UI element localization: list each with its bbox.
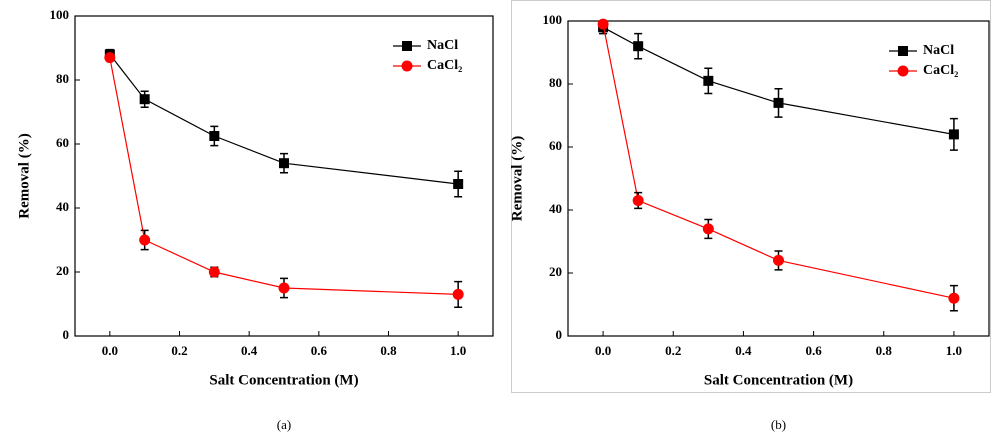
legend-marker	[401, 60, 413, 72]
y-tick-label: 100	[50, 7, 70, 22]
y-tick-label: 60	[56, 135, 69, 150]
y-tick-label: 60	[549, 138, 562, 153]
point	[632, 195, 644, 207]
x-tick-label: 0.6	[311, 343, 328, 358]
point	[948, 129, 959, 140]
y-tick-label: 40	[56, 199, 69, 214]
y-tick-label: 0	[63, 327, 70, 342]
legend-marker	[897, 65, 909, 77]
point	[139, 234, 151, 246]
y-tick-label: 0	[556, 327, 563, 342]
y-tick-label: 40	[549, 201, 562, 216]
plot-frame	[567, 20, 990, 337]
point	[773, 254, 784, 266]
x-tick-label: 0.0	[595, 343, 611, 358]
point	[209, 131, 220, 141]
x-tick-label: 1.0	[450, 343, 466, 358]
series-line	[602, 26, 955, 135]
legend-marker	[898, 46, 908, 56]
x-axis-label: Salt Concentration (M)	[209, 372, 358, 388]
y-axis-label: Removal (%)	[16, 133, 32, 218]
point	[773, 97, 784, 108]
y-tick-label: 20	[56, 263, 69, 278]
x-tick-label: 0.2	[665, 343, 681, 358]
y-axis-label: Removal (%)	[509, 136, 525, 221]
point	[279, 158, 289, 169]
point	[703, 75, 714, 86]
legend-marker	[402, 41, 412, 51]
x-tick-label: 0.2	[171, 343, 187, 358]
plot-frame	[74, 15, 494, 337]
y-tick-label: 100	[543, 12, 563, 27]
legend-label: CaCl₂	[923, 63, 958, 78]
legend-label: NaCl	[427, 38, 458, 53]
point	[208, 266, 220, 278]
point	[597, 18, 609, 30]
point	[633, 41, 644, 52]
panel-label: (a)	[277, 417, 291, 432]
series-line	[109, 57, 459, 295]
panel-border	[511, 0, 991, 393]
panel-label: (b)	[771, 417, 786, 432]
x-axis-label: Salt Concentration (M)	[704, 372, 853, 388]
x-tick-label: 1.0	[946, 343, 962, 358]
legend-label: NaCl	[923, 43, 954, 58]
x-tick-label: 0.4	[241, 343, 258, 358]
legend-label: CaCl₂	[427, 58, 462, 73]
x-tick-label: 0.8	[380, 343, 397, 358]
point	[702, 223, 714, 235]
x-tick-label: 0.6	[805, 343, 822, 358]
point	[104, 52, 116, 64]
point	[452, 288, 464, 300]
point	[278, 282, 290, 294]
point	[453, 179, 464, 189]
y-tick-label: 80	[549, 75, 562, 90]
point	[948, 292, 960, 304]
y-tick-label: 80	[56, 71, 69, 86]
point	[139, 94, 150, 105]
x-tick-label: 0.0	[102, 343, 118, 358]
x-tick-label: 0.8	[876, 343, 893, 358]
y-tick-label: 20	[549, 264, 562, 279]
x-tick-label: 0.4	[735, 343, 752, 358]
